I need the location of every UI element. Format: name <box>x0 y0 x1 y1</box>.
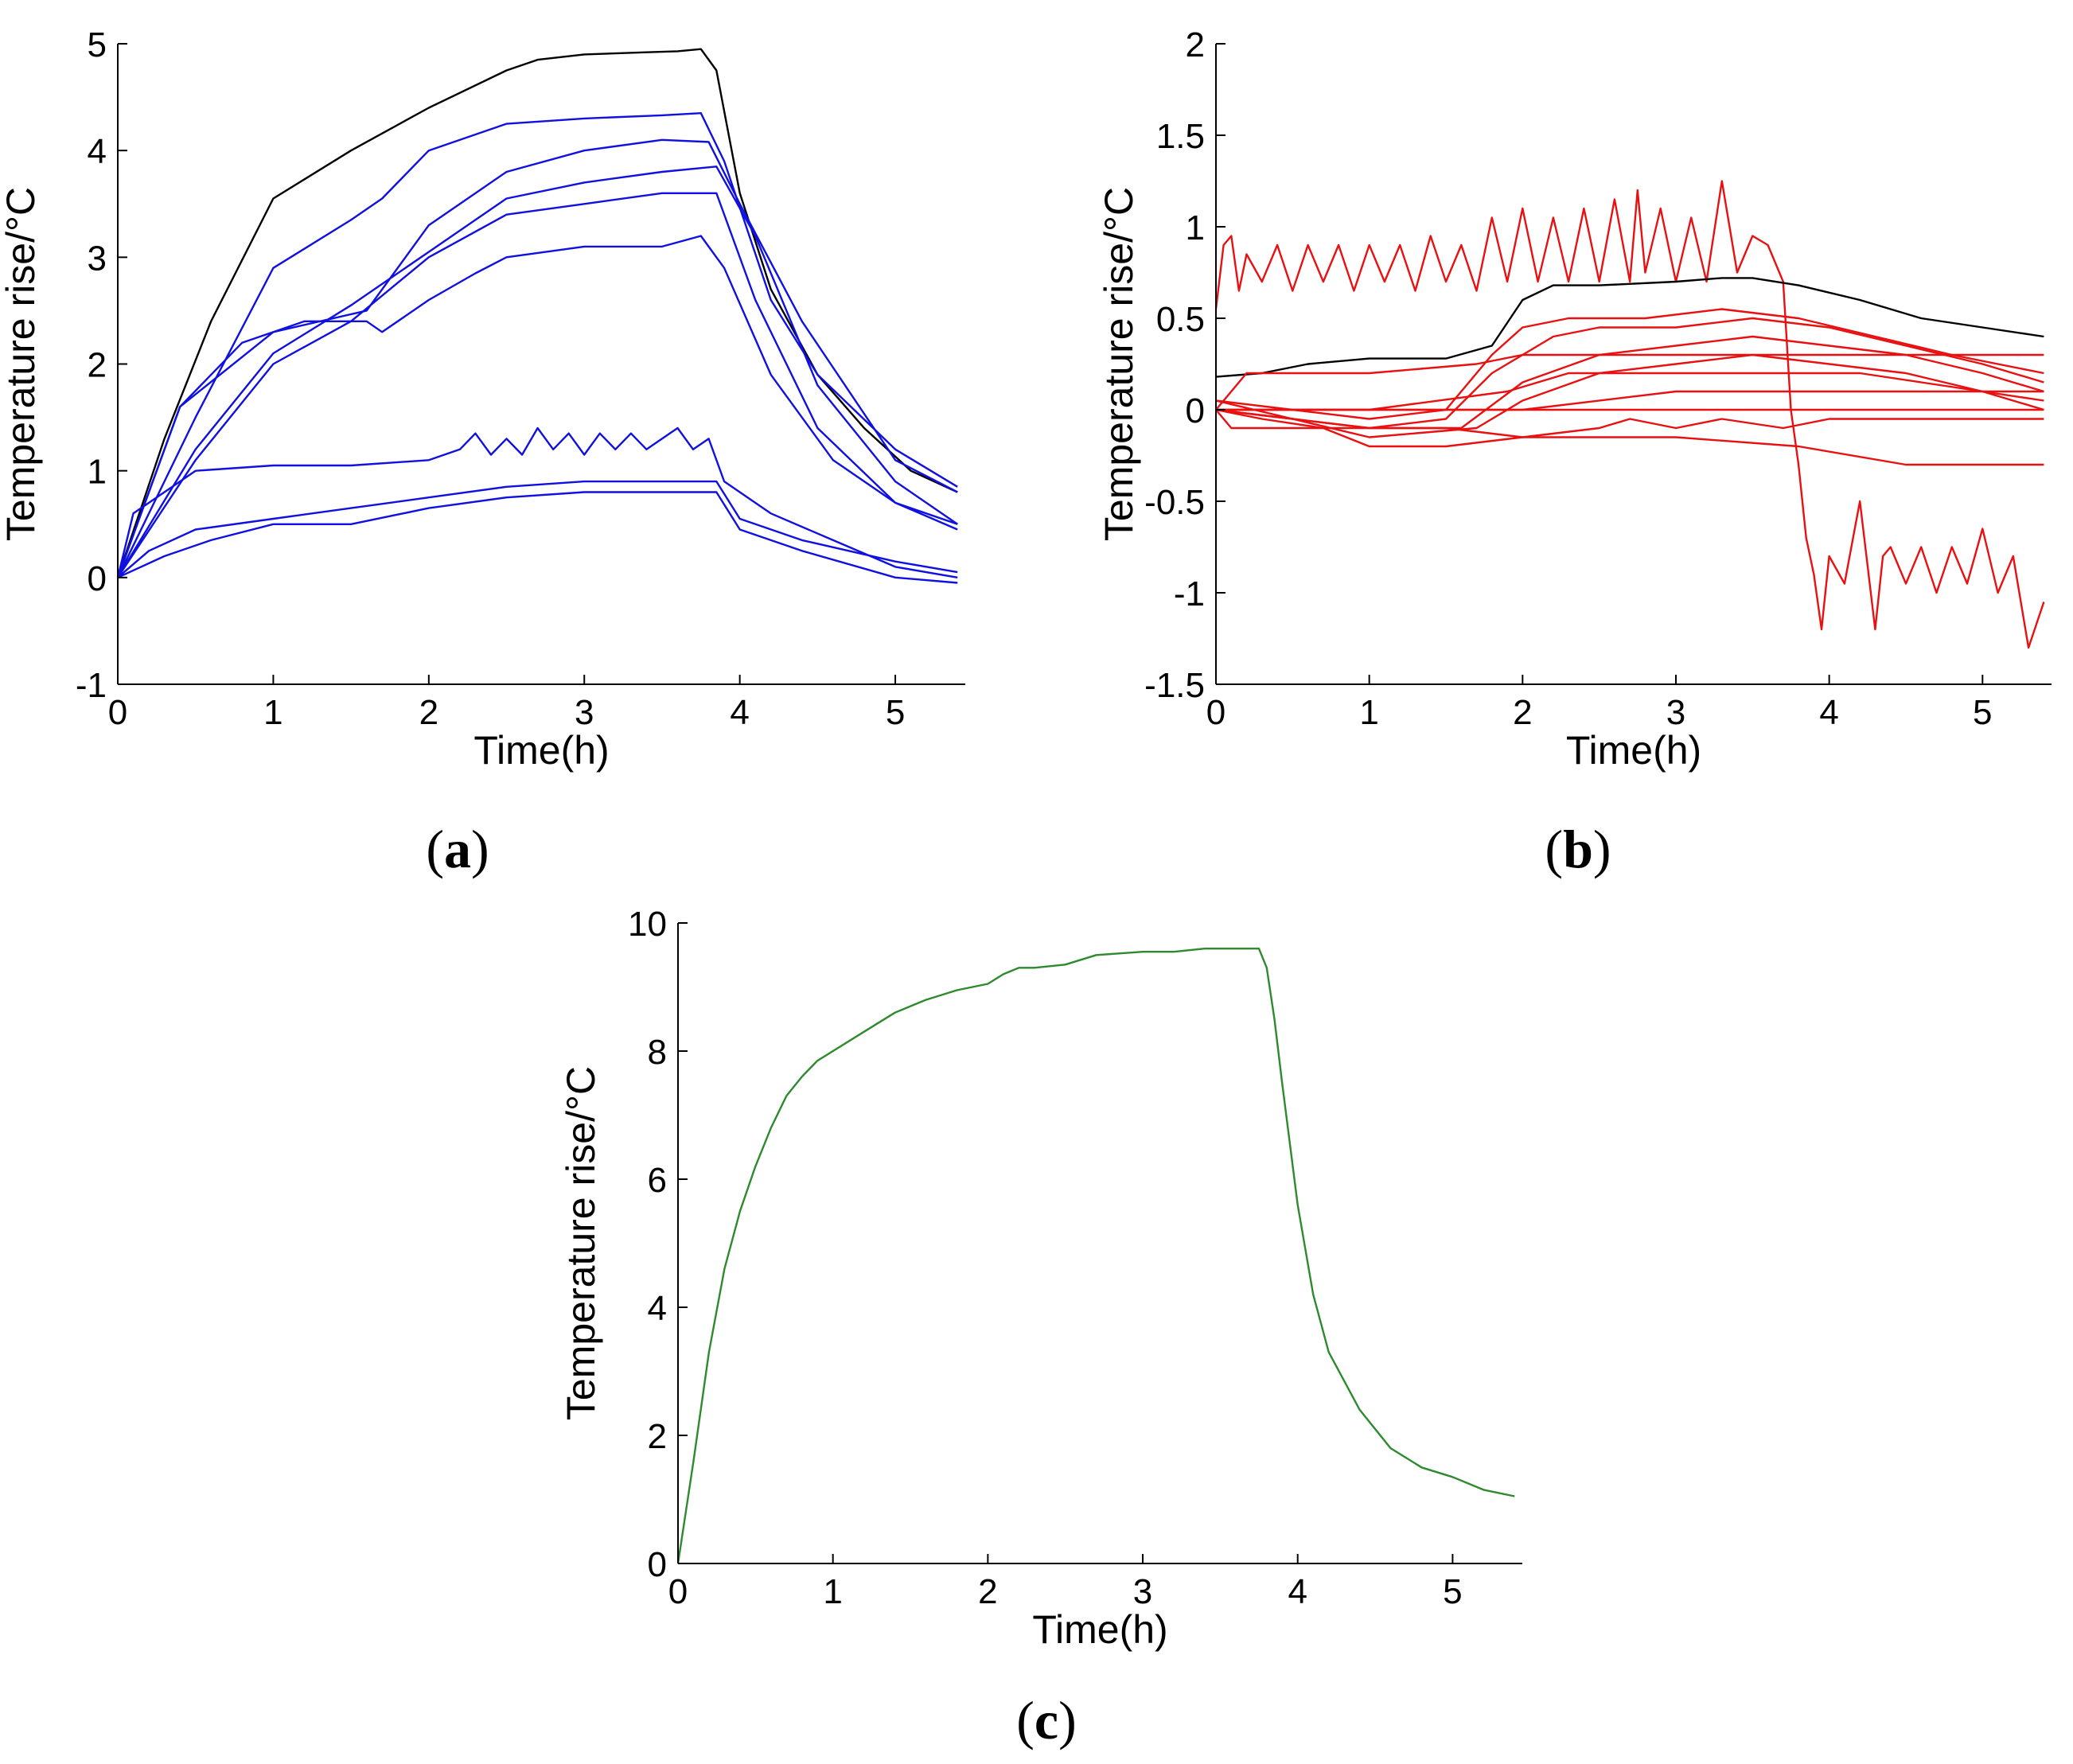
y-tick-label: 10 <box>628 905 667 944</box>
series-s2 <box>116 138 958 578</box>
series-r5 <box>1215 353 2044 411</box>
series-s5 <box>116 235 958 578</box>
series-s3 <box>116 165 958 578</box>
y-tick-label: 0.5 <box>1156 300 1205 339</box>
x-tick-label: 5 <box>1973 693 1992 732</box>
x-tick-label: 1 <box>263 693 283 732</box>
x-tick-label: 5 <box>886 693 905 732</box>
y-tick-label: 2 <box>88 346 107 385</box>
y-axis-label: Temperature rise/°C <box>1097 187 1141 541</box>
y-tick-label: 1 <box>1186 208 1205 247</box>
series-s6 <box>116 426 958 578</box>
x-tick-label: 1 <box>823 1572 842 1611</box>
y-tick-label: 1.5 <box>1156 117 1205 156</box>
panel-label-a: (a) <box>426 819 489 879</box>
panel-label-b: (b) <box>1545 819 1611 879</box>
x-tick-label: 2 <box>419 693 438 732</box>
x-tick-label: 0 <box>668 1572 688 1611</box>
y-tick-label: 4 <box>88 132 107 171</box>
panel-label-c: (c) <box>1016 1690 1077 1750</box>
x-tick-label: 3 <box>1133 1572 1152 1611</box>
x-tick-label: 3 <box>1666 693 1685 732</box>
y-tick-label: 2 <box>648 1417 667 1456</box>
x-tick-label: 3 <box>575 693 594 732</box>
y-tick-label: 3 <box>88 239 107 278</box>
x-tick-label: 5 <box>1443 1572 1462 1611</box>
y-tick-label: 8 <box>648 1033 667 1072</box>
svg-text:(b): (b) <box>1545 819 1611 879</box>
y-tick-label: 6 <box>648 1161 667 1200</box>
x-tick-label: 4 <box>730 693 749 732</box>
series-s8 <box>117 491 958 584</box>
series-osc <box>1214 180 2045 649</box>
series-s7 <box>117 480 958 578</box>
chart-b: 0 1 2 3 4 5 -1.5 -1 -0.5 0 0.5 1 1.5 2 Time(h) Temperat… <box>1097 25 2052 773</box>
y-tick-label: -0.5 <box>1144 483 1205 522</box>
x-tick-label: 2 <box>978 1572 997 1611</box>
x-tick-label: 4 <box>1288 1572 1307 1611</box>
y-axis-label: Temperature rise/°C <box>0 187 43 541</box>
series-r1 <box>1215 308 2044 420</box>
y-axis-label: Temperature rise/°C <box>559 1066 603 1420</box>
series-r7 <box>1216 390 2044 411</box>
x-tick-label: 4 <box>1819 693 1838 732</box>
x-tick-label: 0 <box>108 693 127 732</box>
y-tick-label: 0 <box>88 559 107 598</box>
svg-text:(a): (a) <box>426 819 489 879</box>
y-tick-label: 4 <box>648 1289 667 1328</box>
y-tick-label: 0 <box>648 1545 667 1584</box>
svg-text:(c): (c) <box>1016 1690 1077 1750</box>
y-tick-label: 5 <box>88 25 107 64</box>
y-tick-label: -1.5 <box>1144 666 1205 705</box>
series-r4 <box>1215 353 2044 438</box>
y-tick-label: -1 <box>76 666 107 705</box>
chart-c: 0 1 2 3 4 5 0 2 4 6 8 10 Time(h) Temperature rise/°C <box>559 905 1522 1652</box>
series-r3 <box>1215 335 2044 430</box>
x-axis-label: Time(h) <box>1032 1607 1167 1652</box>
series-max <box>1215 277 2044 378</box>
x-tick-label: 0 <box>1206 693 1225 732</box>
x-tick-label: 1 <box>1359 693 1378 732</box>
series-total <box>676 947 1515 1564</box>
y-tick-label: 0 <box>1186 391 1205 430</box>
y-tick-label: 2 <box>1186 25 1205 64</box>
y-tick-label: -1 <box>1174 574 1205 613</box>
series-s1 <box>116 111 958 578</box>
x-axis-label: Time(h) <box>473 728 609 773</box>
x-tick-label: 2 <box>1513 693 1532 732</box>
x-axis-label: Time(h) <box>1566 728 1701 773</box>
y-tick-label: 1 <box>88 453 107 492</box>
series-r10 <box>1215 408 2044 448</box>
series-s4 <box>116 192 958 578</box>
series-max <box>116 48 958 578</box>
